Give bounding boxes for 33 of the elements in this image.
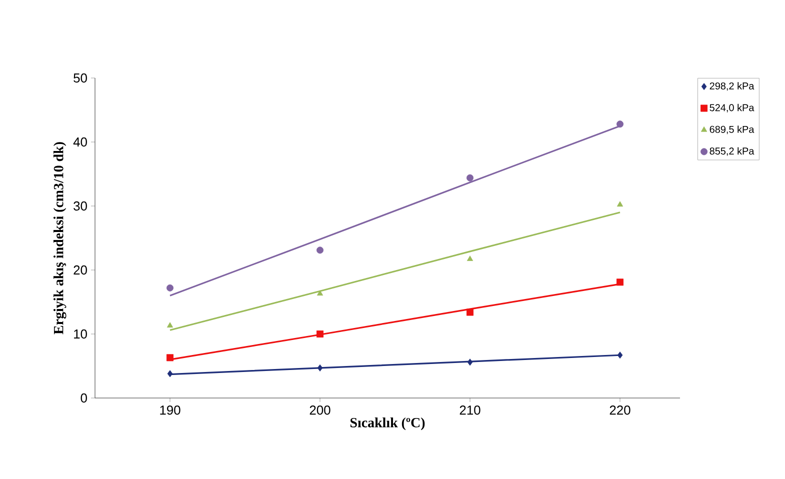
x-tick-label: 210 (460, 406, 480, 415)
point (166, 354, 174, 362)
point (466, 256, 474, 261)
point (616, 278, 624, 286)
y-tick-label: 50 (74, 73, 87, 83)
x-tick-label: 200 (310, 406, 330, 415)
point (617, 352, 623, 359)
point (466, 174, 474, 182)
point (316, 330, 324, 338)
y-axis-title: Ergiyik akış indeksi (cm3/10 dk) (53, 142, 66, 334)
y-tick-label: 0 (80, 393, 87, 403)
legend-label: 855,2 kPa (710, 147, 754, 156)
point (467, 358, 473, 366)
y-tick-label: 30 (74, 201, 87, 211)
legend-label: 298,2 kPa (710, 82, 754, 91)
y-tick-label: 10 (74, 329, 87, 339)
point (166, 322, 174, 328)
point (616, 201, 624, 207)
point (616, 120, 624, 128)
point (316, 290, 324, 296)
line-series (169, 212, 621, 331)
legend-label: 689,5 kPa (710, 126, 754, 134)
point (466, 308, 474, 316)
point (317, 364, 323, 372)
x-axis-title: Sıcaklık (ºC) (350, 418, 425, 430)
point (166, 284, 174, 292)
x-tick-label: 220 (610, 406, 630, 415)
legend-label: 524,0 kPa (710, 104, 754, 112)
y-tick-label: 40 (73, 137, 87, 147)
x-tick-label: 190 (160, 406, 180, 415)
y-tick-label: 20 (74, 265, 87, 275)
point (316, 246, 324, 254)
point (167, 370, 173, 378)
